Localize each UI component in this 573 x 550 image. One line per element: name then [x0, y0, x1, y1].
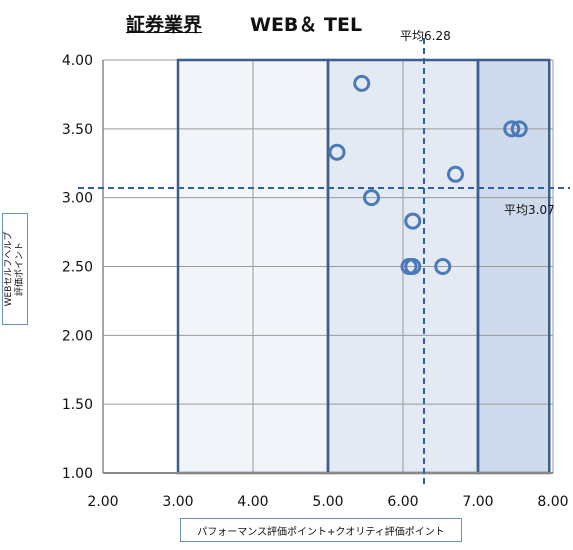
data-point: [503, 120, 521, 138]
data-point: [447, 165, 464, 183]
data-point: [404, 212, 422, 230]
chart-title: 証券業界 WEB＆ TEL: [0, 10, 520, 40]
title-sub: WEB＆ TEL: [250, 14, 363, 36]
y-tick-label: 2.50: [62, 260, 93, 276]
y-axis-label: WEBセルフヘルプ 評価ポイント: [4, 232, 26, 307]
mean-x-label: 平均6.28: [400, 29, 451, 43]
x-tick-label: 3.00: [162, 494, 193, 510]
y-tick-label: 3.50: [62, 122, 93, 138]
x-tick-label: 5.00: [312, 494, 343, 510]
x-tick-label: 7.00: [462, 494, 493, 510]
y-tick-label: 3.00: [62, 191, 93, 207]
mean-y-label: 平均3.07: [504, 203, 555, 217]
y-axis-label-line-2: 評価ポイント: [15, 241, 25, 297]
x-tick-label: 4.00: [237, 494, 268, 510]
data-point: [353, 74, 371, 92]
data-point: [328, 143, 346, 161]
y-axis-label-line-1: WEBセルフヘルプ: [4, 231, 14, 307]
y-tick-label: 4.00: [62, 53, 93, 69]
x-tick-label: 2.00: [87, 494, 118, 510]
x-tick-label: 6.00: [387, 494, 418, 510]
y-tick-label: 1.50: [62, 397, 93, 413]
y-axis-label-box: WEBセルフヘルプ 評価ポイント: [2, 213, 28, 325]
title-main: 証券業界: [126, 14, 203, 36]
data-point: [510, 120, 528, 138]
data-point: [363, 189, 380, 207]
x-tick-label: 8.00: [537, 494, 568, 510]
data-point: [434, 258, 452, 275]
x-axis-label: パフォーマンス評価ポイント+クオリティ評価ポイント: [197, 527, 445, 538]
x-axis-label-box: パフォーマンス評価ポイント+クオリティ評価ポイント: [180, 518, 462, 542]
y-tick-label: 1.00: [62, 466, 93, 482]
data-point: [404, 258, 422, 275]
y-tick-label: 2.00: [62, 328, 93, 344]
